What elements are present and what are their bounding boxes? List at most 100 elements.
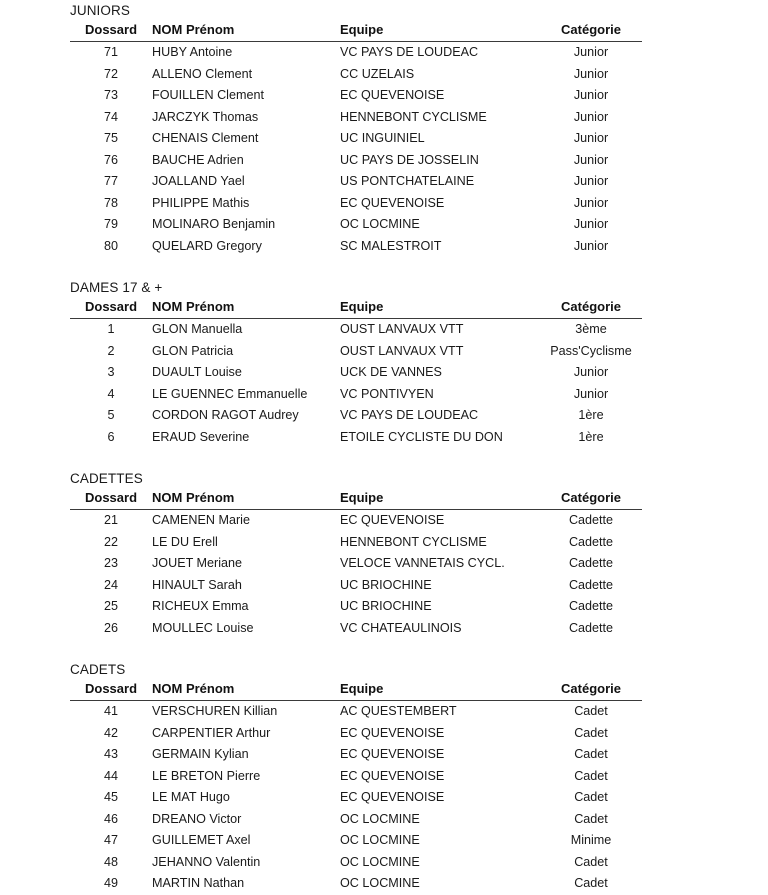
- cell-equipe: OUST LANVAUX VTT: [340, 343, 464, 358]
- roster-table: Dossard NOM Prénom Equipe Catégorie 71 HUBY A…: [70, 20, 642, 257]
- cell-equipe: OC LOCMINE: [340, 217, 420, 231]
- cell-categorie: Cadette: [568, 513, 614, 527]
- roster-section: JUNIORS Dossard NOM Prénom Equipe Catégorie 7…: [0, 2, 768, 257]
- table-row: 4 LE GUENNEC Emmanuelle VC PONTIVYEN Junior: [70, 384, 642, 406]
- table-row: 79 MOLINARO Benjamin OC LOCMINE Junior: [70, 214, 642, 236]
- cell-nom-prenom: CAMENEN Marie: [152, 513, 250, 527]
- cell-nom-prenom: ALLENO Clement: [152, 66, 253, 81]
- cell-dossard: 76: [103, 152, 118, 167]
- column-header-nom-prenom: NOM Prénom: [152, 20, 340, 42]
- cell-categorie: Junior: [573, 88, 609, 102]
- table-row: 25 RICHEUX Emma UC BRIOCHINE Cadette: [70, 596, 642, 618]
- cell-categorie: Cadette: [568, 534, 614, 549]
- cell-dossard: 42: [103, 725, 118, 740]
- cell-categorie: Junior: [573, 217, 609, 231]
- cell-dossard: 78: [103, 195, 118, 210]
- table-row: 23 JOUET Meriane VELOCE VANNETAIS CYCL. Cad…: [70, 553, 642, 575]
- cell-nom-prenom: JARCZYK Thomas: [152, 109, 259, 124]
- cell-equipe: OUST LANVAUX VTT: [340, 322, 464, 336]
- column-header-equipe: Equipe: [340, 20, 540, 42]
- cell-categorie: Cadet: [574, 811, 608, 826]
- column-header-equipe: Equipe: [340, 488, 540, 510]
- cell-dossard: 25: [103, 599, 118, 613]
- cell-nom-prenom: VERSCHUREN Killian: [152, 704, 278, 718]
- cell-dossard: 44: [103, 768, 118, 783]
- column-header-nom-prenom: NOM Prénom: [152, 679, 340, 701]
- cell-categorie: Cadet: [574, 876, 608, 890]
- table-row: 3 DUAULT Louise UCK DE VANNES Junior: [70, 362, 642, 384]
- cell-equipe: EC QUEVENOISE: [340, 725, 445, 740]
- cell-equipe: AC QUESTEMBERT: [340, 704, 457, 718]
- cell-categorie: Pass'Cyclisme: [550, 343, 632, 358]
- cell-equipe: VELOCE VANNETAIS CYCL.: [340, 556, 505, 570]
- cell-categorie: 3ème: [575, 322, 607, 336]
- cell-nom-prenom: GERMAIN Kylian: [152, 747, 249, 761]
- cell-nom-prenom: LE BRETON Pierre: [152, 768, 261, 783]
- cell-dossard: 21: [103, 513, 118, 527]
- cell-nom-prenom: GLON Patricia: [152, 343, 234, 358]
- cell-nom-prenom: GLON Manuella: [152, 322, 243, 336]
- table-row: 71 HUBY Antoine VC PAYS DE LOUDEAC Junior: [70, 42, 642, 64]
- table-row: 24 HINAULT Sarah UC BRIOCHINE Cadette: [70, 575, 642, 597]
- cell-dossard: 3: [107, 365, 115, 379]
- cell-categorie: Cadet: [574, 768, 608, 783]
- roster-section: CADETTES Dossard NOM Prénom Equipe Catégorie…: [0, 470, 768, 639]
- column-header-dossard: Dossard: [70, 20, 152, 42]
- section-title: JUNIORS: [70, 3, 130, 18]
- cell-equipe: US PONTCHATELAINE: [340, 174, 475, 188]
- table-row: 46 DREANO Victor OC LOCMINE Cadet: [70, 809, 642, 831]
- cell-nom-prenom: RICHEUX Emma: [152, 599, 249, 613]
- cell-equipe: VC PONTIVYEN: [340, 386, 434, 401]
- cell-nom-prenom: FOUILLEN Clement: [152, 88, 264, 102]
- cell-categorie: 1ère: [578, 408, 604, 422]
- cell-categorie: Junior: [573, 386, 609, 401]
- table-row: 75 CHENAIS Clement UC INGUINIEL Junior: [70, 128, 642, 150]
- table-header-row: Dossard NOM Prénom Equipe Catégorie: [70, 679, 642, 701]
- roster-table: Dossard NOM Prénom Equipe Catégorie 21 CAMENE…: [70, 488, 642, 639]
- cell-equipe: EC QUEVENOISE: [340, 768, 445, 783]
- table-row: 78 PHILIPPE Mathis EC QUEVENOISE Junior: [70, 193, 642, 215]
- cell-equipe: HENNEBONT CYCLISME: [340, 109, 487, 124]
- cell-equipe: CC UZELAIS: [340, 66, 415, 81]
- cell-categorie: Junior: [573, 195, 609, 210]
- cell-nom-prenom: ERAUD Severine: [152, 429, 250, 444]
- cell-dossard: 72: [103, 66, 118, 81]
- table-row: 80 QUELARD Gregory SC MALESTROIT Junior: [70, 236, 642, 258]
- table-row: 41 VERSCHUREN Killian AC QUESTEMBERT Cadet: [70, 701, 642, 723]
- cell-dossard: 73: [103, 88, 118, 102]
- cell-equipe: UC INGUINIEL: [340, 131, 425, 145]
- cell-dossard: 4: [107, 386, 115, 401]
- cell-categorie: Cadet: [574, 790, 608, 804]
- cell-nom-prenom: PHILIPPE Mathis: [152, 195, 250, 210]
- cell-dossard: 49: [103, 876, 118, 890]
- column-header-nom-prenom: NOM Prénom: [152, 488, 340, 510]
- cell-nom-prenom: DREANO Victor: [152, 811, 242, 826]
- cell-categorie: Cadet: [574, 704, 608, 718]
- cell-dossard: 41: [103, 704, 118, 718]
- cell-equipe: SC MALESTROIT: [340, 238, 442, 253]
- section-gap: [0, 639, 768, 661]
- table-row: 45 LE MAT Hugo EC QUEVENOISE Cadet: [70, 787, 642, 809]
- cell-nom-prenom: CARPENTIER Arthur: [152, 725, 271, 740]
- column-header-equipe: Equipe: [340, 297, 540, 319]
- column-header-categorie: Catégorie: [540, 488, 642, 510]
- table-row: 5 CORDON RAGOT Audrey VC PAYS DE LOUDEAC 1è…: [70, 405, 642, 427]
- cell-equipe: OC LOCMINE: [340, 854, 420, 869]
- cell-nom-prenom: LE MAT Hugo: [152, 790, 230, 804]
- cell-dossard: 1: [107, 322, 115, 336]
- cell-nom-prenom: LE DU Erell: [152, 534, 218, 549]
- column-header-dossard: Dossard: [70, 297, 152, 319]
- cell-dossard: 80: [103, 238, 118, 253]
- column-header-categorie: Catégorie: [540, 679, 642, 701]
- cell-dossard: 79: [103, 217, 118, 231]
- cell-equipe: EC QUEVENOISE: [340, 790, 445, 804]
- cell-equipe: ETOILE CYCLISTE DU DON: [340, 429, 503, 444]
- table-row: 76 BAUCHE Adrien UC PAYS DE JOSSELIN Junior: [70, 150, 642, 172]
- cell-nom-prenom: DUAULT Louise: [152, 365, 242, 379]
- table-row: 47 GUILLEMET Axel OC LOCMINE Minime: [70, 830, 642, 852]
- cell-equipe: EC QUEVENOISE: [340, 195, 445, 210]
- cell-nom-prenom: QUELARD Gregory: [152, 238, 262, 253]
- cell-equipe: EC QUEVENOISE: [340, 513, 445, 527]
- cell-dossard: 2: [107, 343, 115, 358]
